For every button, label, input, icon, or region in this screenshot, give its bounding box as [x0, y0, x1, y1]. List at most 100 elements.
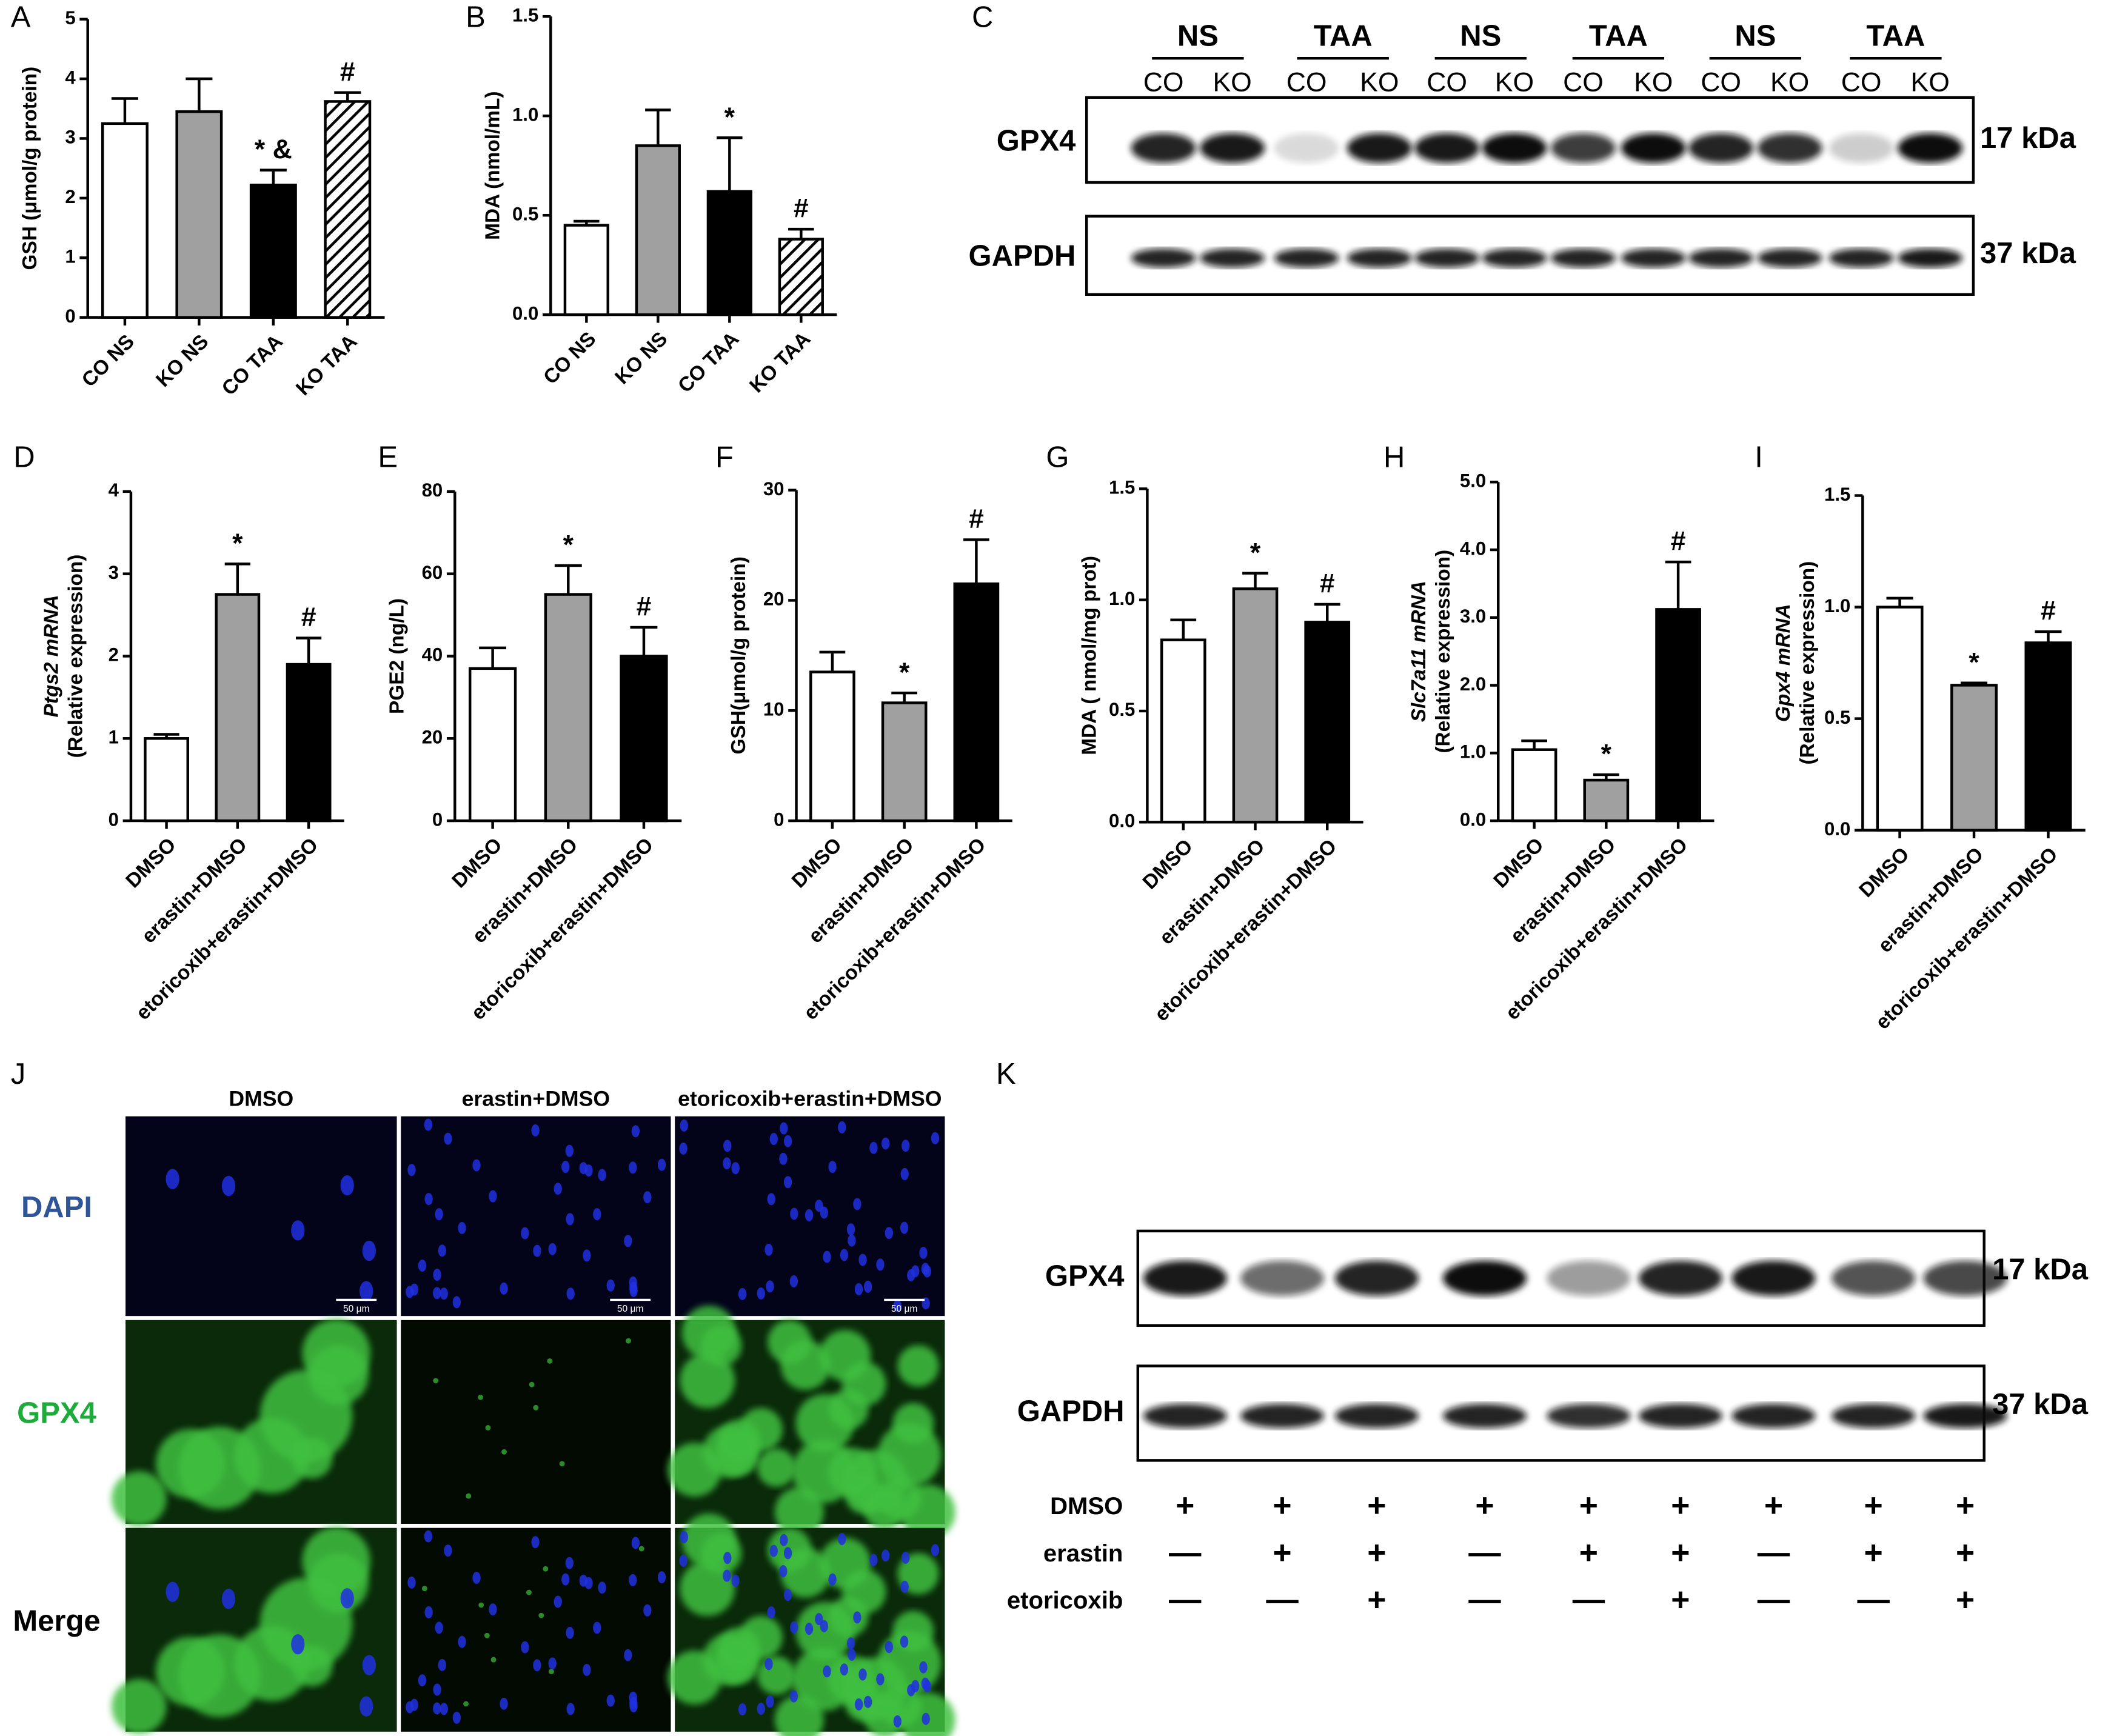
significance-label: # [969, 504, 984, 534]
cell-signal [111, 1678, 167, 1734]
nucleus [631, 1125, 640, 1138]
nucleus [565, 1557, 574, 1569]
nucleus [853, 1198, 861, 1210]
nucleus [629, 1691, 637, 1704]
y-axis-label: (Relative expression) [1796, 561, 1819, 765]
nucleus [643, 1604, 652, 1617]
nucleus [723, 1552, 732, 1564]
nucleus [360, 1281, 373, 1301]
row-label: Merge [13, 1605, 100, 1638]
y-tick-label: 40 [422, 644, 443, 666]
bar [706, 190, 752, 316]
panel-label: C [972, 1, 993, 34]
nucleus [767, 1606, 775, 1619]
nucleus [624, 1649, 632, 1661]
nucleus [340, 1588, 354, 1609]
x-tick-label: DMSO [788, 833, 846, 892]
treatment-sign: — [1169, 1535, 1202, 1571]
cell-signal [259, 1369, 353, 1463]
nucleus [548, 1243, 557, 1255]
cell-signal [484, 1632, 490, 1638]
nucleus [657, 1158, 666, 1171]
nucleus [433, 1683, 441, 1696]
lane-label: CO [1563, 67, 1604, 97]
bar [809, 670, 855, 823]
nucleus [815, 1200, 823, 1212]
nucleus [863, 1695, 872, 1708]
nucleus [500, 1282, 508, 1295]
nucleus [882, 1137, 890, 1150]
nucleus [579, 1162, 588, 1175]
nucleus [340, 1175, 354, 1196]
blot-band [1482, 249, 1547, 268]
blot-band [1638, 1403, 1722, 1428]
micrograph [125, 1116, 397, 1317]
treatment-label: DMSO [1050, 1493, 1123, 1520]
nucleus [291, 1634, 305, 1655]
cell-signal [681, 1305, 737, 1360]
nucleus [362, 1240, 376, 1261]
treatment-sign: + [1176, 1487, 1194, 1523]
blot-band [1688, 133, 1754, 163]
y-tick-label: 0.0 [1824, 818, 1850, 840]
lane-label: KO [1360, 67, 1399, 97]
cell-signal [421, 1586, 427, 1592]
size-label: 37 kDa [1980, 237, 2076, 270]
y-tick-label: 0.0 [1460, 809, 1486, 830]
nucleus [900, 1221, 909, 1234]
y-tick-label: 1.0 [1460, 741, 1486, 763]
nucleus [418, 1259, 427, 1272]
nucleus [606, 1694, 615, 1707]
nucleus [531, 1124, 540, 1137]
significance-label: * [1601, 739, 1612, 769]
cell-signal [828, 1655, 877, 1704]
cell-signal [892, 1403, 934, 1444]
nucleus [921, 1677, 930, 1690]
nucleus [452, 1296, 461, 1309]
blot-band [1638, 1260, 1722, 1296]
nucleus [820, 1620, 828, 1632]
nucleus [731, 1574, 740, 1587]
blot-band [1551, 249, 1616, 268]
y-tick-label: 3.0 [1460, 606, 1486, 627]
protein-label: GPX4 [997, 124, 1076, 157]
blot-band [1482, 133, 1547, 163]
nucleus [629, 1161, 637, 1174]
protein-label: GAPDH [1017, 1395, 1125, 1427]
nucleus [452, 1711, 461, 1724]
bar [468, 667, 517, 823]
y-tick-label: 3 [65, 127, 75, 148]
nucleus [360, 1696, 373, 1717]
blot-band [1442, 1403, 1527, 1428]
nucleus [554, 1183, 562, 1195]
y-tick-label: 20 [422, 727, 443, 748]
bar [1232, 587, 1279, 824]
cell-signal [538, 1612, 544, 1618]
column-title: etoricoxib+erastin+DMSO [678, 1086, 942, 1110]
cell-signal [259, 1577, 353, 1671]
y-axis-label: MDA ( nmol/mg prot) [1079, 556, 1101, 755]
treatment-sign: + [1764, 1487, 1783, 1523]
nucleus [458, 1221, 466, 1234]
nucleus [410, 1698, 419, 1711]
lane-label: KO [1634, 67, 1673, 97]
bar [286, 663, 332, 823]
nucleus [858, 1668, 867, 1681]
blot-band [1414, 249, 1480, 268]
cell-signal [774, 1487, 824, 1537]
nucleus [907, 1269, 915, 1281]
cell-signal [526, 1589, 532, 1595]
nucleus [885, 1641, 894, 1654]
nucleus [424, 1118, 433, 1131]
scale-bar-label: 50 μm [617, 1304, 644, 1314]
panel-label: I [1755, 441, 1763, 473]
blot-band [1898, 133, 1963, 163]
nucleus [885, 1227, 894, 1240]
significance-label: # [340, 57, 355, 87]
y-tick-label: 0.0 [1109, 810, 1135, 832]
y-tick-label: 1.5 [1824, 484, 1850, 505]
cell-signal [501, 1449, 507, 1455]
bar [215, 593, 261, 823]
x-tick-label: DMSO [122, 833, 181, 892]
